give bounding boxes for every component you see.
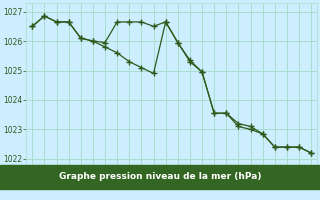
Text: Graphe pression niveau de la mer (hPa): Graphe pression niveau de la mer (hPa) xyxy=(59,172,261,181)
